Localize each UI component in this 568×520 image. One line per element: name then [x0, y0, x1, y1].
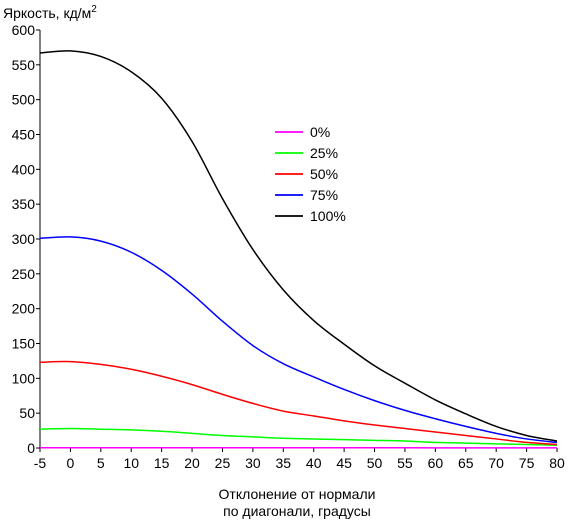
y-tick-label: 500 — [12, 92, 36, 108]
y-tick-label: 600 — [12, 22, 36, 38]
y-tick-label: 100 — [12, 370, 36, 386]
x-tick-label: 20 — [184, 455, 200, 471]
legend-label: 100% — [310, 208, 346, 224]
x-tick-label: 10 — [123, 455, 139, 471]
y-tick-label: 200 — [12, 301, 36, 317]
x-tick-label: 80 — [549, 455, 565, 471]
legend-label: 25% — [310, 145, 338, 161]
x-tick-label: 40 — [306, 455, 322, 471]
svg-text:Яркость, кд/м2: Яркость, кд/м2 — [3, 4, 97, 21]
series-line-25 — [39, 427, 558, 446]
x-tick-label: 65 — [458, 455, 474, 471]
series-line-100 — [39, 50, 558, 442]
x-tick-label: 70 — [488, 455, 504, 471]
x-tick-label: -5 — [34, 455, 47, 471]
x-tick-label: 75 — [519, 455, 535, 471]
y-tick-label: 350 — [12, 196, 36, 212]
x-tick-label: 50 — [367, 455, 383, 471]
legend-label: 50% — [310, 166, 338, 182]
x-tick-label: 30 — [245, 455, 261, 471]
legend-item: 50% — [275, 166, 338, 182]
x-axis-title-line-2: по диагонали, градусы — [223, 503, 371, 519]
legend-label: 0% — [310, 124, 330, 140]
legend-item: 0% — [275, 124, 330, 140]
series-layer — [39, 50, 558, 449]
y-tick-label: 400 — [12, 161, 36, 177]
y-axis-ticks: 0 50 100 150 200 250 300 350 400 450 500 550 600 — [12, 22, 40, 456]
x-axis-ticks: -5 0 5 10 15 20 25 30 35 40 45 50 55 60 65 70 75 80 — [34, 448, 565, 471]
y-tick-label: 150 — [12, 336, 36, 352]
x-tick-label: 25 — [215, 455, 231, 471]
legend: 0% 25% 50% 75% 100% — [275, 124, 346, 224]
y-tick-label: 250 — [12, 266, 36, 282]
x-tick-label: 60 — [428, 455, 444, 471]
y-tick-label: 300 — [12, 231, 36, 247]
series-line-75 — [39, 236, 558, 444]
y-tick-label: 0 — [27, 440, 35, 456]
x-tick-label: 45 — [336, 455, 352, 471]
legend-label: 75% — [310, 187, 338, 203]
y-axis-title: Яркость, кд/м2 — [3, 4, 97, 21]
x-axis-title: Отклонение от нормали по диагонали, град… — [219, 486, 376, 519]
axes — [39, 30, 557, 449]
y-axis-title-text: Яркость, кд/м — [3, 5, 91, 21]
x-tick-label: 15 — [154, 455, 170, 471]
series-line-50 — [39, 360, 558, 446]
x-tick-label: 5 — [97, 455, 105, 471]
y-tick-label: 50 — [19, 405, 35, 421]
x-axis-title-line-1: Отклонение от нормали — [219, 486, 376, 502]
legend-item: 100% — [275, 208, 346, 224]
x-tick-label: 35 — [276, 455, 292, 471]
legend-item: 75% — [275, 187, 338, 203]
legend-item: 25% — [275, 145, 338, 161]
y-axis-title-superscript: 2 — [91, 4, 97, 15]
y-tick-label: 450 — [12, 127, 36, 143]
y-tick-label: 550 — [12, 57, 36, 73]
x-tick-label: 55 — [397, 455, 413, 471]
x-tick-label: 0 — [67, 455, 75, 471]
